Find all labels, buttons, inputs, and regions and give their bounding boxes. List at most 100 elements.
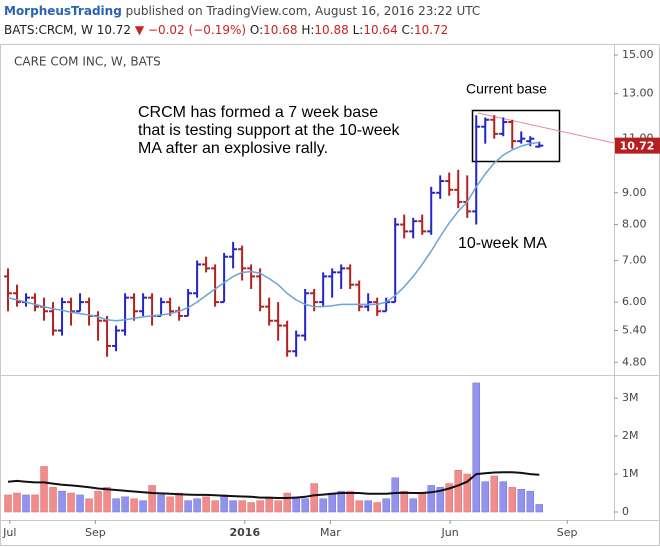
- volume-bar: [49, 487, 57, 513]
- volume-ma: [7, 471, 540, 499]
- header-line: MorpheusTrading published on TradingView…: [4, 4, 480, 18]
- y-tick-label: 1M: [622, 467, 639, 480]
- x-tick-label: Sep: [557, 526, 578, 539]
- volume-bar: [427, 485, 435, 513]
- author[interactable]: MorpheusTrading: [4, 4, 122, 18]
- volume-bar: [76, 494, 84, 513]
- y-tick-label: 4.80: [622, 355, 647, 368]
- volume-bar: [418, 492, 426, 513]
- ohlc-val: 10.72: [414, 23, 448, 37]
- y-tick-label: 0: [622, 505, 629, 518]
- volume-bar: [409, 498, 417, 513]
- volume-bar: [517, 488, 526, 513]
- quote-line: BATS:CRCM, W 10.72 ▼ −0.02 (−0.19%) O:10…: [4, 23, 448, 37]
- volume-bar: [139, 500, 147, 513]
- volume-bar: [283, 492, 291, 513]
- y-tick-label: 15.00: [622, 48, 654, 61]
- x-tick-label: Mar: [320, 526, 341, 539]
- ohlc-key: H:: [301, 23, 314, 37]
- volume-bar: [274, 500, 282, 513]
- x-tick-label: 2016: [230, 526, 261, 539]
- volume-bar: [454, 470, 462, 513]
- y-tick-label: 2M: [622, 429, 639, 442]
- symbol: BATS:CRCM, W: [4, 23, 93, 37]
- volume-bar: [436, 487, 444, 513]
- annotation: 10-week MA: [458, 235, 547, 252]
- last-price-label: 10.72: [620, 140, 655, 153]
- volume-bar: [22, 494, 30, 513]
- volume-bar: [31, 494, 39, 513]
- volume-bar: [364, 500, 372, 513]
- volume-bar: [355, 500, 363, 513]
- volume-bar: [472, 382, 480, 513]
- volume-bar: [148, 485, 156, 513]
- ohlc-val: 10.64: [363, 23, 397, 37]
- volume-bar: [337, 490, 345, 513]
- annotation: MA after an explosive rally.: [138, 140, 328, 157]
- ohlc-key: O:: [250, 23, 263, 37]
- volume-bar: [85, 498, 93, 513]
- base-box: [471, 109, 561, 163]
- ohlc-val: 10.68: [263, 23, 297, 37]
- x-tick-label: Jul: [2, 526, 16, 539]
- y-tick-label: 7.00: [622, 254, 647, 267]
- volume-bar: [256, 500, 264, 513]
- x-tick-label: Jun: [441, 526, 459, 539]
- y-tick-label: 6.00: [622, 295, 647, 308]
- last-price-box: [615, 137, 660, 154]
- ohlc-key: C:: [402, 23, 414, 37]
- volume-bar: [238, 500, 246, 513]
- volume-bar: [175, 492, 183, 513]
- volume-bar: [400, 490, 408, 513]
- volume-bar: [121, 496, 129, 513]
- volume-bar: [166, 496, 174, 513]
- volume-bar: [292, 496, 300, 513]
- volume-bar: [481, 481, 489, 513]
- volume-bar: [220, 494, 228, 513]
- volume-bar: [211, 500, 219, 513]
- volume-bar: [130, 498, 138, 513]
- volume-bar: [463, 473, 471, 513]
- volume-bar: [391, 477, 399, 513]
- annotation: that is testing support at the 10-week: [138, 122, 400, 139]
- ohlc-key: L:: [353, 23, 364, 37]
- volume-bar: [229, 500, 237, 513]
- y-tick-label: 9.00: [622, 186, 647, 199]
- volume-bar: [301, 498, 309, 513]
- annotation: Current base: [466, 81, 547, 97]
- y-tick-label: 13.00: [622, 87, 654, 100]
- volume-bar: [382, 498, 390, 513]
- volume-bar: [247, 502, 255, 513]
- volume-bar: [67, 492, 75, 513]
- volume-bar: [490, 475, 498, 513]
- annotation: CRCM has formed a 7 week base: [138, 104, 378, 121]
- volume-bar: [94, 490, 102, 513]
- trend-line: [477, 112, 615, 144]
- volume-bar: [526, 490, 535, 513]
- volume-bar: [112, 498, 120, 513]
- volume-bar: [4, 494, 12, 513]
- volume-bar: [319, 498, 327, 513]
- volume-bar: [13, 492, 21, 513]
- volume-bar: [346, 490, 354, 513]
- volume-bar: [103, 487, 111, 513]
- volume-bar: [265, 498, 273, 513]
- volume-bar: [58, 490, 66, 513]
- published: published on TradingView.com, August 16,…: [126, 4, 481, 18]
- volume-bar: [499, 481, 507, 513]
- price: 10.72: [97, 23, 131, 37]
- volume-bar: [157, 494, 165, 513]
- volume-bar: [535, 504, 544, 513]
- change: ▼ −0.02 (−0.19%): [135, 23, 246, 37]
- y-tick-label: 3M: [622, 391, 639, 404]
- chart-title: CARE COM INC, W, BATS: [14, 55, 161, 69]
- x-tick-label: Sep: [85, 526, 106, 539]
- moving-average: [7, 141, 540, 322]
- volume-bar: [184, 500, 192, 513]
- volume-bar: [193, 498, 201, 513]
- volume-bar: [508, 487, 517, 513]
- volume-bar: [310, 483, 318, 513]
- volume-bar: [328, 492, 336, 513]
